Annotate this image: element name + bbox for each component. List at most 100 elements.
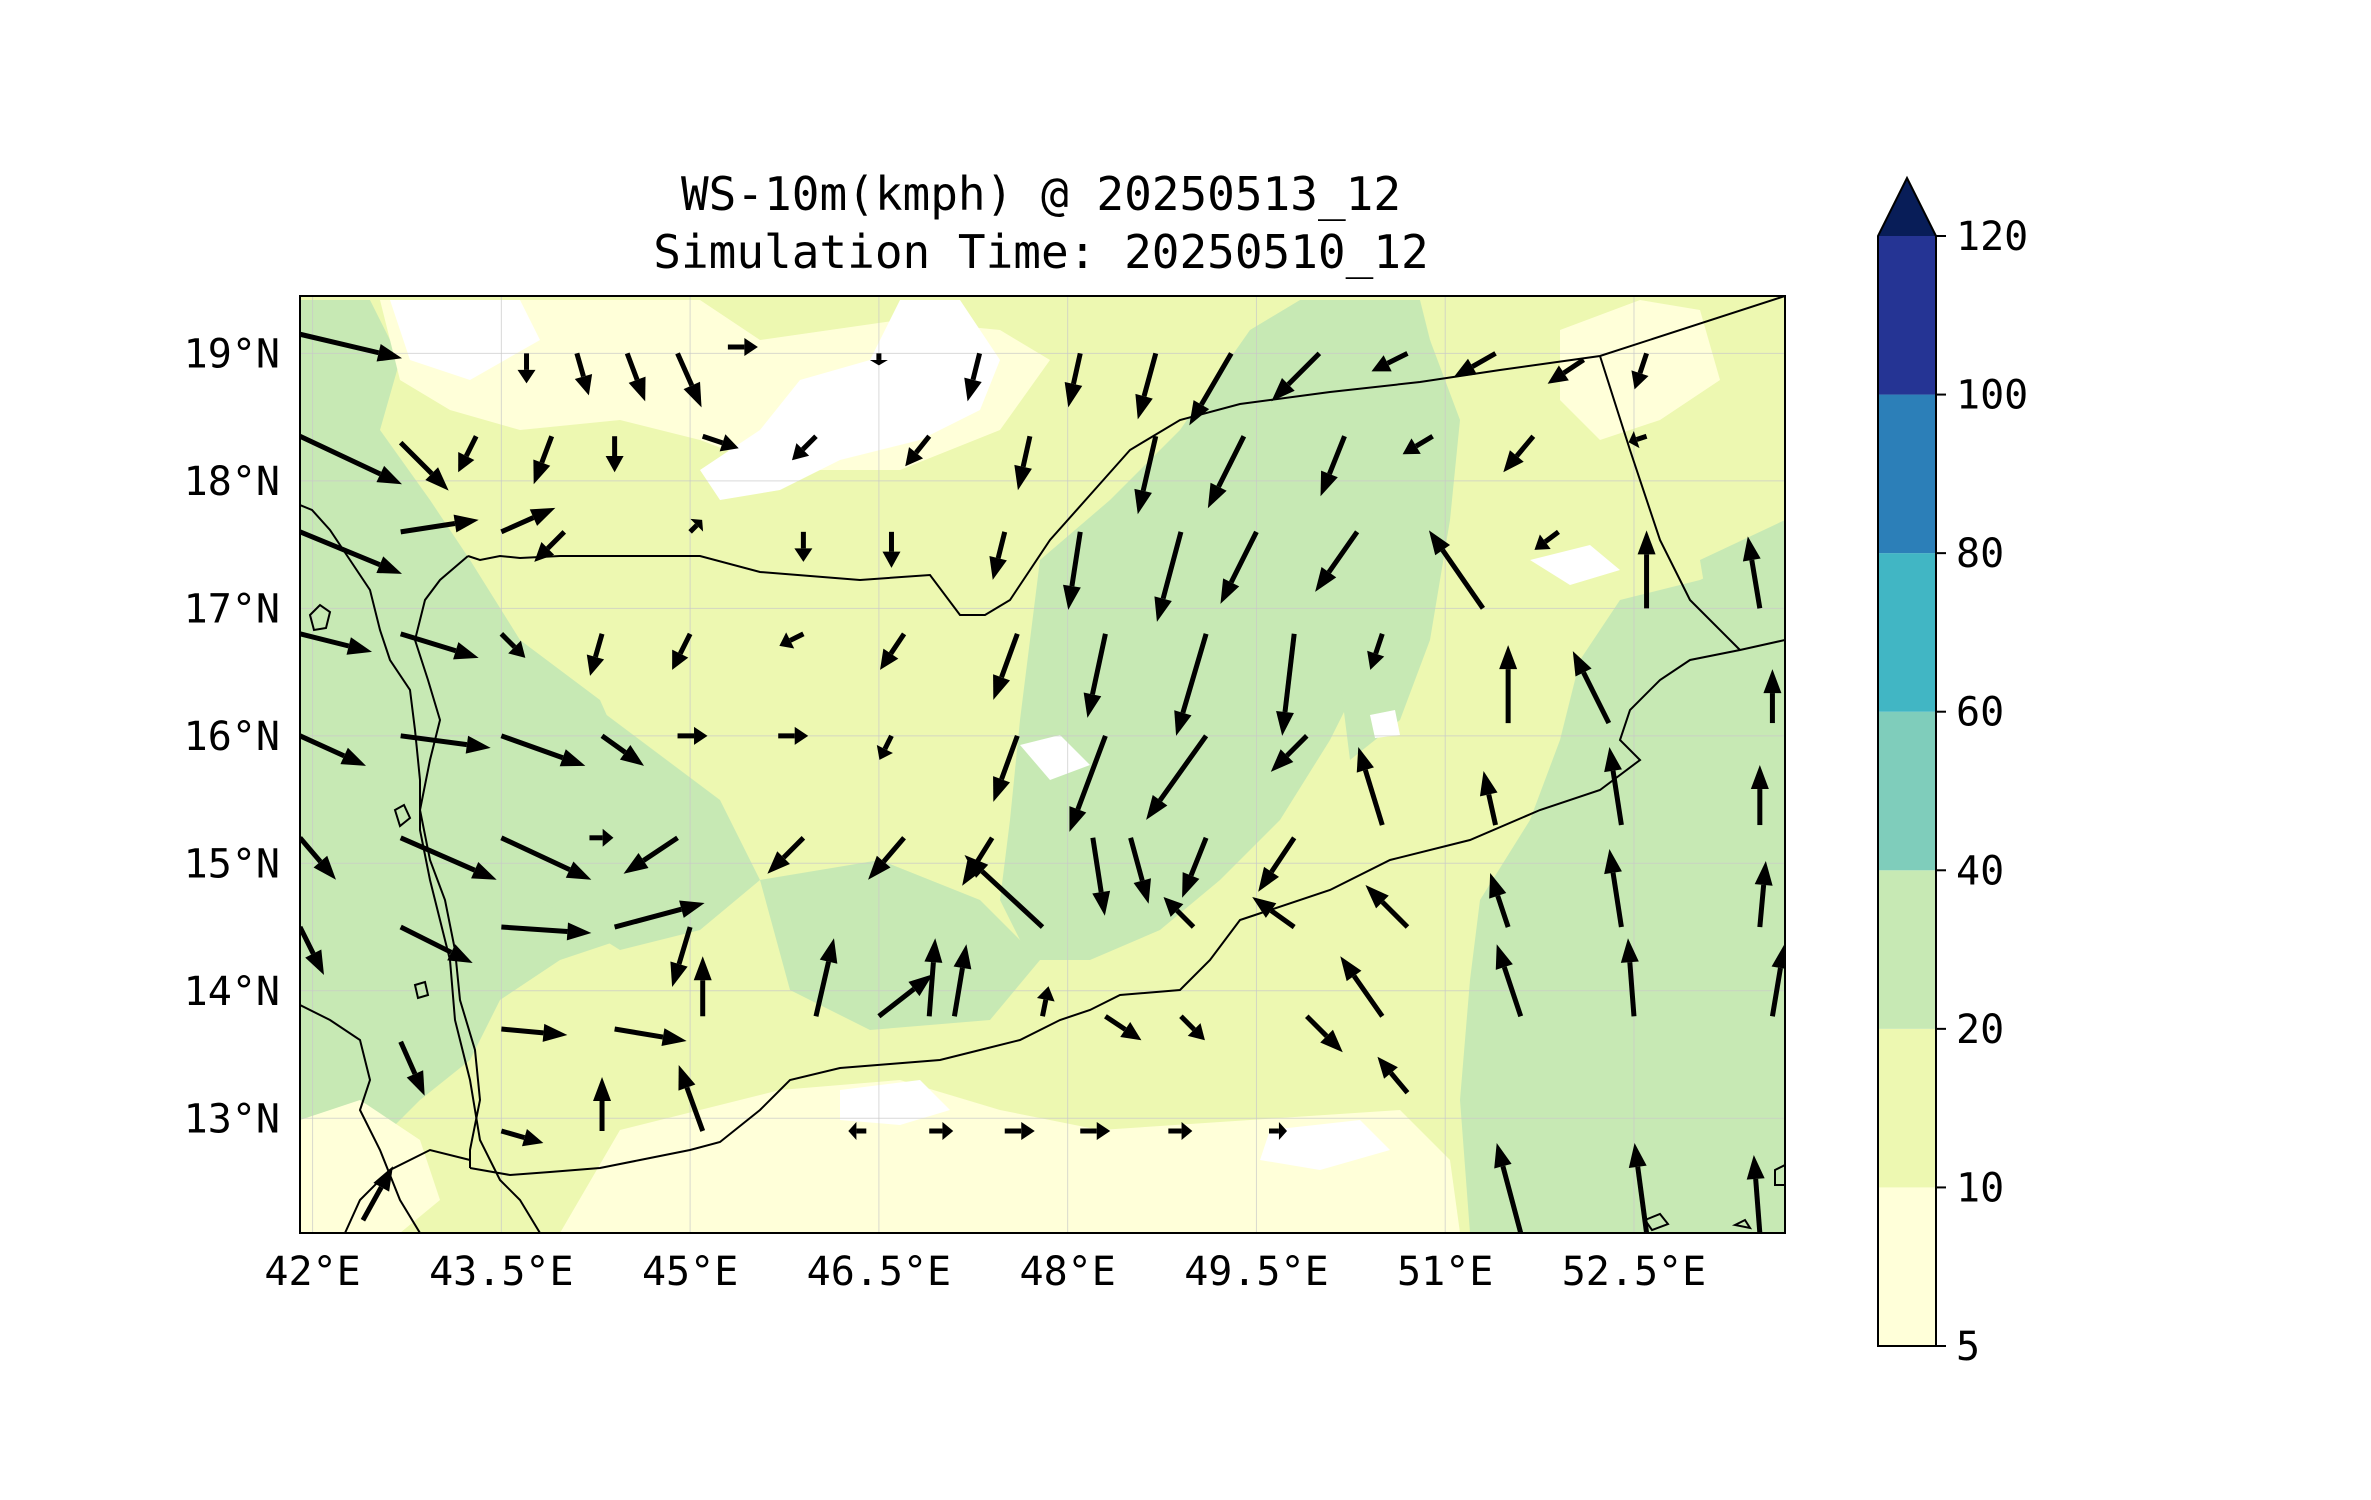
wind-vector-arrow <box>300 836 336 880</box>
island <box>1731 1218 1753 1230</box>
african-coastline-south <box>300 1004 421 1233</box>
wind-vector-arrow <box>300 733 366 766</box>
longitude-axis: 42°E 43.5°E 45°E 46.5°E 48°E 49.5°E 51°E 52.5°E <box>264 1249 1706 1295</box>
wind-vector-arrow <box>1063 531 1083 610</box>
wind-vector-arrow <box>1182 836 1209 898</box>
longitude-tick-label: 49.5°E <box>1184 1249 1329 1295</box>
latitude-tick-label: 15°N <box>184 841 280 887</box>
calm-patch <box>1260 1120 1390 1170</box>
wind-vector-arrow <box>1489 873 1511 928</box>
wind-vector-arrow <box>500 835 592 880</box>
wind-vector-arrow <box>1220 530 1259 604</box>
latitude-tick-label: 17°N <box>184 586 280 632</box>
wind-vector-arrow <box>458 435 479 473</box>
latitude-tick-label: 18°N <box>184 459 280 505</box>
wind-vectors <box>300 331 1785 1233</box>
island <box>308 603 332 632</box>
colorbar-swatch <box>1878 236 1936 395</box>
map-title: WS-10m(kmph) @ 20250513_12 <box>681 167 1401 221</box>
wind-vector-arrow <box>964 855 1045 929</box>
colorbar-tick-label: 5 <box>1956 1324 1980 1370</box>
latitude-tick-label: 16°N <box>184 714 280 760</box>
wind-vector-arrow <box>1252 897 1296 930</box>
speed-band-20-40-central <box>1000 300 1440 960</box>
wind-vector-arrow <box>1604 849 1624 928</box>
speed-band-20-40-south-interior <box>760 860 1040 1030</box>
wind-vector-arrow <box>589 828 614 847</box>
wind-vector-arrow <box>399 835 497 880</box>
wind-vector-arrow <box>399 924 473 964</box>
wind-vector-arrow <box>1742 536 1763 609</box>
wind-vector-arrow <box>1269 1122 1288 1141</box>
island <box>1643 1212 1670 1232</box>
wind-vector-arrow <box>1494 1143 1524 1233</box>
wind-vector-arrow <box>1179 1014 1205 1041</box>
wind-vector-arrow <box>1377 1056 1410 1095</box>
longitude-tick-label: 48°E <box>1020 1249 1116 1295</box>
wind-vector-arrow <box>869 353 888 366</box>
wind-vector-arrow <box>1305 1014 1343 1053</box>
longitude-tick-label: 43.5°E <box>429 1249 574 1295</box>
wind-vector-arrow <box>1270 734 1309 772</box>
wind-vector-arrow <box>1495 944 1524 1018</box>
colorbar-tick-label: 20 <box>1956 1007 2004 1053</box>
latitude-axis: 19°N 18°N 17°N 16°N 15°N 14°N 13°N <box>184 331 280 1142</box>
wind-vector-arrow <box>1453 351 1497 378</box>
wind-vector-arrow <box>675 352 702 408</box>
wind-vector-arrow <box>1064 352 1083 408</box>
longitude-tick-label: 46.5°E <box>807 1249 952 1295</box>
wind-vector-arrow <box>929 1122 954 1141</box>
wind-vector-arrow <box>993 734 1020 802</box>
wind-vector-arrow <box>300 925 324 976</box>
wind-vector-arrow <box>1572 651 1612 725</box>
yemen-oman-border <box>1599 355 1741 651</box>
calm-patch <box>1530 545 1620 585</box>
wind-vector-arrow <box>624 352 646 402</box>
wind-vector-arrow <box>593 1077 612 1132</box>
wind-vector-arrow <box>1276 633 1297 736</box>
island <box>393 803 412 828</box>
southern-coastline <box>469 639 1785 1177</box>
wind-vector-arrow <box>586 633 605 676</box>
colorbar-tick-label: 40 <box>1956 848 2004 894</box>
wind-vector-arrow <box>500 507 556 535</box>
calm-patch <box>1370 710 1400 738</box>
wind-vector-arrow <box>1628 430 1648 449</box>
wind-vector-arrow <box>1371 351 1409 372</box>
wind-vector-arrow <box>1004 1122 1035 1141</box>
wind-vector-arrow <box>1769 944 1785 1017</box>
wind-vector-arrow <box>1135 352 1159 420</box>
wind-vector-arrow <box>693 956 712 1017</box>
wind-vector-arrow <box>905 434 932 467</box>
wind-vector-arrow <box>1258 836 1297 892</box>
wind-vector-arrow <box>1146 734 1209 820</box>
speed-band-20-40-east <box>1460 540 1785 1233</box>
wind-vector-arrow <box>880 632 907 670</box>
wind-vector-arrow <box>993 632 1020 700</box>
map-frame <box>299 295 1786 1234</box>
red-sea-coastline <box>413 555 482 1168</box>
wind-vector-arrow <box>400 733 491 754</box>
wind-vector-arrow <box>794 531 813 562</box>
wind-vector-arrow <box>1499 645 1518 724</box>
colorbar-swatch <box>1878 1187 1936 1346</box>
colorbar-tick-label: 60 <box>1956 690 2004 736</box>
wind-vector-arrow <box>399 631 479 660</box>
wind-vector-arrow <box>1189 352 1234 426</box>
wind-vector-arrow <box>701 433 739 452</box>
wind-vector-arrow <box>614 1026 687 1046</box>
map-panel <box>300 296 1785 1233</box>
wind-vector-arrow <box>501 922 592 941</box>
wind-vector-arrow <box>677 726 708 745</box>
wind-vector-arrow <box>1128 837 1151 904</box>
wind-vector-arrow <box>1503 434 1536 473</box>
wind-vector-arrow <box>533 435 555 485</box>
wind-vector-arrow <box>1365 885 1410 929</box>
wind-vector-arrow <box>1746 1155 1765 1233</box>
wind-vector-arrow <box>1356 747 1385 826</box>
speed-band-20-40-far-east <box>1700 520 1785 700</box>
calm-patches <box>390 300 1620 1170</box>
island <box>413 980 430 1000</box>
wind-vector-arrow <box>499 632 526 658</box>
wind-vector-arrow <box>688 518 704 534</box>
